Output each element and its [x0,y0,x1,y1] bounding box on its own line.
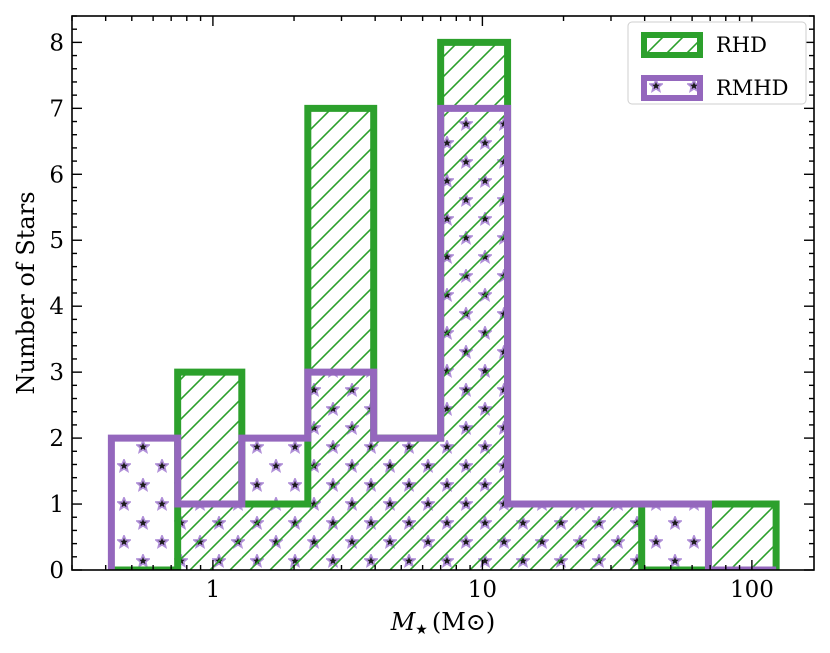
bar-rhd-2 [241,504,308,570]
x-tick-label: 100 [730,577,774,603]
histogram-series [107,38,780,570]
y-tick-label: 4 [49,294,64,320]
x-tick-labels: 1 10 100 [206,577,774,603]
legend: RHD RMHD [627,21,807,105]
y-tick-label: 3 [49,360,64,386]
bar-rhd-3 [307,108,374,570]
y-tick-label: 7 [49,96,64,122]
legend-item-rhd: RHD [641,32,767,58]
bar-rhd-9 [708,504,777,570]
x-tick-label: 10 [468,577,497,603]
y-tick-label: 1 [49,492,64,518]
legend-swatch [641,32,703,58]
x-axis-label: M★ (M⊙) [390,608,496,638]
bar-rmhd-8 [641,504,709,570]
legend-swatch [641,75,703,101]
y-tick-label: 2 [49,426,64,452]
bar-rhd-7 [574,504,642,570]
y-axis-label: Number of Stars [12,191,40,394]
bar-rhd-5 [440,42,508,570]
legend-label: RMHD [716,76,788,100]
y-tick-labels: 0 1 2 3 4 5 6 7 8 [49,30,64,584]
bar-rhd-6 [507,504,575,570]
x-tick-label: 1 [206,577,221,603]
series-rhd-bars [177,42,777,570]
legend-label: RHD [716,33,767,57]
bar-rhd-4 [373,438,441,570]
bar-rmhd-0 [111,438,178,570]
y-tick-label: 5 [49,228,64,254]
y-tick-label: 0 [49,558,64,584]
series-rmhd-outline [107,104,777,570]
y-tick-label: 8 [49,30,64,56]
legend-item-rmhd: RMHD [641,75,788,101]
y-tick-label: 6 [49,162,64,188]
bar-rhd-1 [177,372,242,570]
axis-ticks [71,15,814,571]
